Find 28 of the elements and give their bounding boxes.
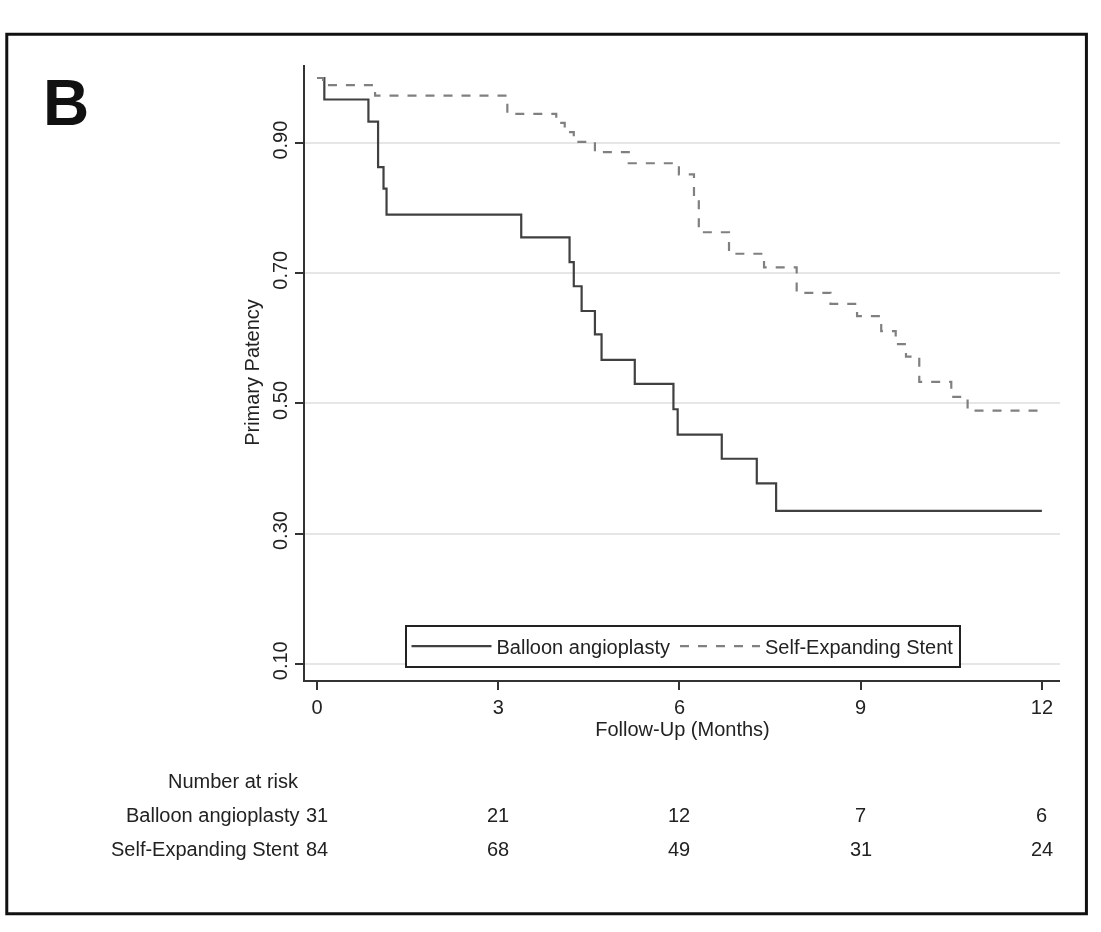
y-tick-label: 0.90 xyxy=(269,120,291,160)
y-tick-label: 0.10 xyxy=(269,641,291,681)
text: Self-Expanding Stent xyxy=(111,838,300,860)
x-tick-label: 9 xyxy=(855,696,867,718)
text: 68 xyxy=(487,838,510,860)
y-tick-label: 0.50 xyxy=(269,380,291,420)
x-tick-label: 3 xyxy=(492,696,504,718)
x-tick-label: 6 xyxy=(673,696,686,718)
y-tick-label: 0.30 xyxy=(269,511,291,551)
legend-label: Balloon angioplasty xyxy=(496,636,670,658)
legend-label: Self-Expanding Stent xyxy=(764,636,954,658)
y-tick-label: 0.70 xyxy=(269,250,291,290)
text: 24 xyxy=(1031,838,1054,860)
text: 31 xyxy=(306,804,329,826)
text: 21 xyxy=(487,804,510,826)
text: 49 xyxy=(668,838,691,860)
x-axis-title: Follow-Up (Months) xyxy=(595,718,770,740)
x-tick-label: 12 xyxy=(1030,696,1054,718)
x-tick-label: 0 xyxy=(311,696,323,718)
text: 7 xyxy=(855,804,867,826)
text: 6 xyxy=(1036,804,1048,826)
y-axis-title: Primary Patency xyxy=(241,299,263,446)
text: 84 xyxy=(306,838,329,860)
text: Number at risk xyxy=(168,770,300,792)
chart-title: B xyxy=(43,67,90,139)
text: 31 xyxy=(850,838,873,860)
text: 12 xyxy=(668,804,691,826)
text: Balloon angioplasty xyxy=(126,804,300,826)
